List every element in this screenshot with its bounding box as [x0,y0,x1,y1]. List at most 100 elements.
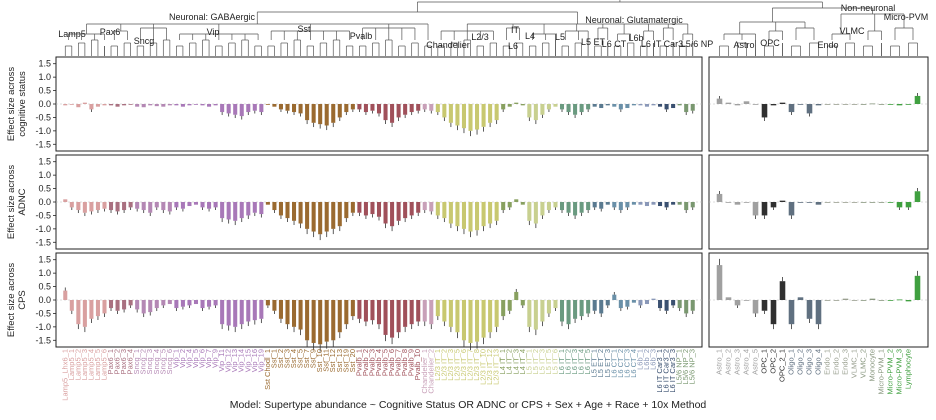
bar-chandelier [422,104,427,110]
x-tick-label: Vip_16 [250,349,259,372]
x-tick-label: Pax6_4 [126,349,135,374]
bar-l5-it [527,202,532,221]
bar-sst [324,104,329,126]
bar-oligo [815,104,822,106]
x-tick-label: L6 IT_3 [570,349,579,374]
bar-sncg [141,300,146,314]
bar-opc [761,104,768,118]
bar-sst [350,104,355,110]
bar-l6-it [586,300,591,314]
bar-l2-3-it [461,300,466,341]
bar-vip [207,202,212,209]
x-tick-label: L2/3 IT_12 [485,349,494,385]
x-tick-label: Sst_9 [309,349,318,368]
bar-l5-it [527,104,532,118]
bar-endo [851,300,858,301]
x-tick-label: Oligo_1 [787,349,796,375]
bar-astro [734,104,741,106]
x-tick-label: L4 IT_3 [511,349,520,374]
bar-pax6 [108,300,114,309]
bar-micro-pvm [914,275,921,300]
x-tick-label: Pvalb_5 [381,349,390,376]
bar-l5-et [592,104,597,107]
bar-lamp5 [82,202,87,213]
bar-l4-it [507,300,512,311]
bar-pax6 [128,104,133,105]
x-tick-label: Sst_11 [322,349,331,372]
x-tick-label: Sncg_6 [165,349,174,374]
bar-oligo [797,202,804,203]
bar-sst [344,104,349,113]
x-tick-label: Vip_13 [230,349,239,372]
bar-l5-6-np [690,104,695,111]
x-tick-label: L5 ET_3 [603,349,612,377]
bar-sst [350,202,355,213]
bar-l6b [644,104,650,107]
bar-sst [318,104,323,125]
x-tick-label: L6 IT Car3_2 [662,349,671,393]
bar-vip [252,300,257,321]
bar-sst [265,300,270,306]
bar-sncg [167,202,172,212]
bar-vip [200,300,205,309]
y-tick-label: -0.5 [35,112,51,122]
bar-oligo [806,104,813,114]
bar-opc [770,300,777,325]
bar-vip [200,104,205,106]
x-tick-label: Vip_15 [243,349,252,372]
bar-l5-it [540,202,545,216]
x-tick-label: Pvalb_8 [400,349,409,376]
bar-vip [220,202,225,219]
bar-vlmc [860,104,867,105]
y-axis-label: Effect size acrossADNC [6,165,28,240]
bar-l6-it-car3 [658,202,663,207]
x-tick-label: Sst_3 [282,349,291,368]
bar-sncg [141,104,146,108]
bar-l6b [651,202,656,205]
x-tick-label: L5/6 NP_1 [675,349,684,384]
bar-astro [752,202,759,216]
bar-pvalb [376,300,382,325]
bar-vip [246,104,251,113]
x-tick-label: L5 IT_3 [537,349,546,374]
bar-l6b [644,300,650,305]
bar-l6-ct [625,104,630,109]
bar-micro-pvm [887,104,894,105]
x-tick-label: Micro-PVM_2 [886,349,895,394]
bar-l6b [638,104,643,106]
x-tick-label: Oligo_2 [796,349,805,375]
bar-vip [213,300,218,306]
bar-l5-it [546,104,551,110]
bar-sst [305,300,310,341]
bar-l6-ct [625,202,630,208]
x-tick-label: L5 ET_1 [590,349,599,377]
bar-l4-it [501,300,506,317]
x-tick-label: VLMC_2 [859,349,868,378]
bar-pvalb [396,300,401,333]
x-tick-label: Sst Chodl_1 [263,349,272,390]
x-tick-label: Chandelier_2 [426,349,435,394]
x-tick-label: Lamp5_3 [80,349,89,380]
bar-lamp5 [63,104,68,106]
effect-panel-adnc: 1.5 1.0 0.5 0.0 -0.5 -1.0 -1.5 Effect size acro… [6,154,929,250]
y-tick-label: 0.5 [38,184,51,194]
y-tick-label: 0.0 [38,197,51,207]
dendrogram-label: Chandelier [426,40,470,50]
x-tick-label: Pvalb_1 [354,349,363,376]
bar-sst [285,104,290,111]
x-tick-label: Sncg_3 [145,349,154,374]
x-tick-label: Pvalb_7 [394,349,403,376]
bar-l2-3-it [488,104,493,123]
bar-sst [292,104,297,113]
bar-vip [174,300,179,309]
bar-sst [344,202,349,219]
bar-opc [779,200,786,202]
x-tick-label: L5 IT_1 [524,349,533,374]
dendrogram-label: L6 [508,41,518,51]
bar-l4-it [501,202,506,211]
bar-l6-it-car3 [671,202,676,205]
y-tick-label: -1.5 [35,237,51,247]
bar-vip [187,202,192,207]
bar-lamp5 [95,104,100,107]
bar-pax6 [122,104,127,106]
